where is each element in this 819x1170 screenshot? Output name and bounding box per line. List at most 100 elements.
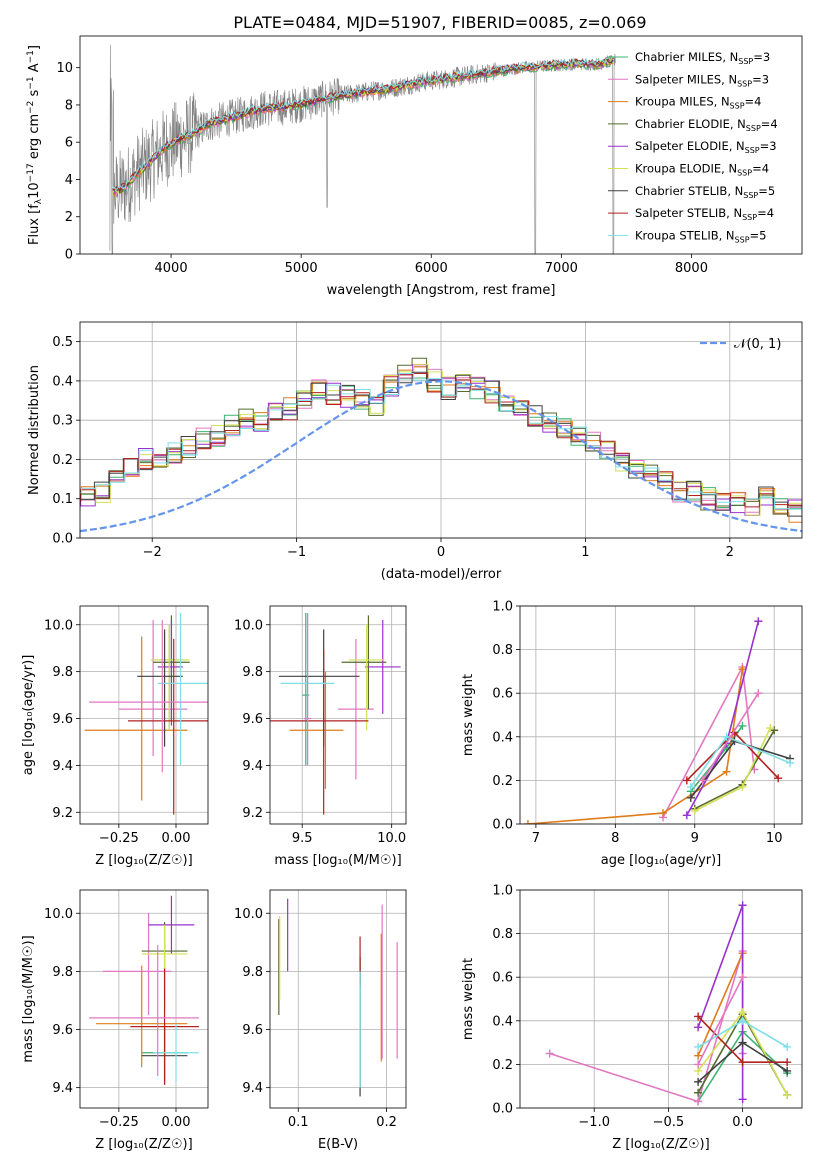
weight-vs-age-panel: 7 8 9 10 0.0 0.2 0.4 0.6 0.8 1.0 age [log₁₀(age/yr… — [461, 600, 803, 868]
legend-label: Salpeter MILES, NSSP=3 — [635, 72, 769, 88]
plot-frame — [269, 889, 407, 1109]
x-tick-label: 0.00 — [162, 1115, 191, 1130]
plot-frame — [79, 35, 803, 255]
error-bar-point — [341, 615, 387, 710]
x-tick-label: 0.0 — [732, 1115, 753, 1130]
age-vs-mass-plot-area — [270, 613, 401, 815]
y-axis-label: Normed distribution — [27, 365, 42, 495]
weight-marker — [754, 689, 763, 698]
weight-marker — [722, 767, 731, 776]
y-tick-label: 10.0 — [234, 618, 263, 633]
y-tick-label: 0.3 — [52, 414, 73, 429]
plot-frame — [519, 889, 803, 1109]
x-axis-label: mass [log₁₀(M/M☉)] — [274, 853, 401, 868]
y-axis-label-part: 10 — [27, 182, 42, 199]
x-tick-label: 10 — [766, 831, 783, 846]
y-tick-label: 9.4 — [52, 759, 73, 774]
weight-marker — [738, 1008, 747, 1017]
error-bar-point — [289, 671, 344, 789]
legend-label: Chabrier ELODIE, NSSP=4 — [635, 117, 778, 133]
mass-vs-metallicity-panel: −0.25 0.00 9.4 9.6 9.8 10.0 Z [log₁₀(Z/Z☉)] mas… — [21, 889, 209, 1152]
weight-marker — [686, 793, 695, 802]
weight-line — [697, 976, 744, 1065]
y-tick-label: 1.0 — [492, 600, 513, 615]
weight-marker — [738, 1016, 747, 1025]
mass-vs-extinction-panel: 0.1 0.2 9.4 9.6 9.8 10.0 E(B-V) — [234, 889, 407, 1152]
residual-histogram — [80, 366, 802, 515]
y-tick-label: 1.0 — [492, 884, 513, 899]
x-tick-label: 6000 — [415, 261, 448, 276]
error-bar-point — [157, 613, 208, 766]
error-bar-point — [102, 913, 172, 1015]
error-bar-point — [278, 629, 360, 747]
weight-vs-age-plot-area — [523, 617, 795, 824]
x-tick-label: 1 — [581, 545, 589, 560]
residual-histogram — [80, 363, 802, 516]
x-tick-label: −1 — [287, 545, 306, 560]
y-tick-label: 9.4 — [242, 759, 263, 774]
weight-marker — [786, 758, 795, 767]
residuals-plot-area — [80, 357, 802, 533]
weight-marker — [694, 1012, 703, 1021]
weight-marker — [686, 782, 695, 791]
weight-line — [702, 692, 759, 781]
y-tick-label: 0.4 — [492, 1014, 513, 1029]
residual-histogram — [80, 371, 802, 523]
legend-label: 𝒩(0, 1) — [734, 337, 781, 352]
age-vs-mass-panel: 9.5 10.0 9.2 9.4 9.6 9.8 10.0 mass [log₁₀(M/M☉)… — [234, 605, 407, 868]
weight-marker — [774, 774, 783, 783]
weight-marker — [545, 1049, 554, 1058]
x-tick-label: 8 — [611, 831, 619, 846]
weight-marker — [738, 1058, 747, 1067]
weight-marker — [694, 1023, 703, 1032]
y-tick-label: 0.6 — [492, 971, 513, 986]
weight-vs-metallicity-plot-area — [545, 901, 792, 1106]
x-tick-label: −0.25 — [99, 831, 139, 846]
y-tick-label: 0.2 — [492, 1058, 513, 1073]
x-tick-label: 10.0 — [377, 831, 406, 846]
weight-marker — [694, 1051, 703, 1060]
x-axis-label: Z [log₁₀(Z/Z☉)] — [95, 853, 192, 868]
x-axis-label: (data-model)/error — [381, 567, 502, 582]
x-tick-label: 7 — [532, 831, 540, 846]
x-tick-label: −2 — [143, 545, 162, 560]
plot-frame — [519, 605, 803, 825]
weight-line — [697, 952, 744, 1057]
weight-vs-metallicity-panel: −1.0 −0.5 0.0 0.0 0.2 0.4 0.6 0.8 1.0 Z [log₁₀(Z/… — [461, 884, 803, 1152]
legend-label: Chabrier STELIB, NSSP=5 — [635, 184, 775, 200]
residual-histogram — [80, 373, 802, 510]
weight-marker — [682, 811, 691, 820]
age-vs-metallicity-panel: −0.25 0.00 9.2 9.4 9.6 9.8 10.0 Z [log₁₀(Z/Z☉)]… — [21, 605, 209, 868]
weight-line — [690, 740, 791, 799]
x-axis-label: wavelength [Angstrom, rest frame] — [327, 283, 556, 298]
weight-marker — [722, 732, 731, 741]
figure-title: PLATE=0484, MJD=51907, FIBERID=0085, z=0… — [233, 13, 646, 32]
y-tick-label: 0.2 — [52, 453, 73, 468]
y-tick-label: 0.0 — [52, 532, 73, 547]
mass-vs-extinction-plot-area — [278, 898, 398, 1097]
y-tick-label: 0.0 — [492, 818, 513, 833]
y-tick-label: 9.2 — [242, 806, 263, 821]
weight-marker — [694, 1097, 703, 1106]
weight-marker — [690, 806, 699, 815]
normal-curve — [80, 380, 802, 533]
error-bar-point — [270, 650, 369, 815]
y-tick-label: 10.0 — [44, 618, 73, 633]
y-tick-label: 10.0 — [234, 907, 263, 922]
error-bar-point — [148, 895, 195, 954]
weight-marker — [694, 1088, 703, 1097]
y-tick-label: 0.0 — [492, 1102, 513, 1117]
x-tick-label: 2 — [726, 545, 734, 560]
y-tick-label: 9.6 — [242, 1023, 263, 1038]
weight-marker — [698, 776, 707, 785]
error-bar-point — [84, 636, 188, 801]
weight-marker — [738, 1038, 747, 1047]
weight-marker — [783, 1090, 792, 1099]
weight-marker — [738, 973, 747, 982]
y-axis-label-part: −1 — [26, 76, 36, 89]
y-tick-label: 0.8 — [492, 643, 513, 658]
error-bar-point — [153, 1023, 199, 1082]
y-tick-label: 9.4 — [52, 1081, 73, 1096]
error-bar-point — [364, 620, 401, 714]
